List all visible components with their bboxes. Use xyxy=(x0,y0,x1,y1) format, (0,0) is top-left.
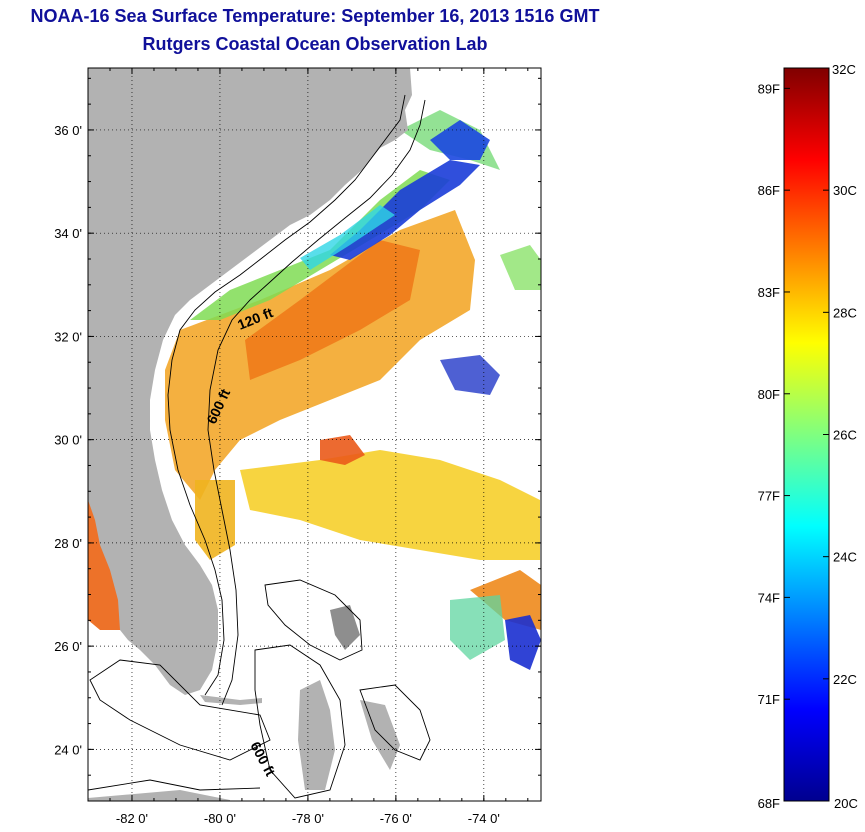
land-cuba xyxy=(88,790,230,801)
contour-600ft xyxy=(207,99,426,706)
land-keys xyxy=(200,695,262,705)
lat-tick-label: 32 0' xyxy=(54,329,82,344)
lat-tick-label: 28 0' xyxy=(54,536,82,551)
colorbar-celsius-label: 30C xyxy=(833,183,857,198)
sst-se-orange xyxy=(470,570,541,630)
colorbar-gradient xyxy=(783,67,830,802)
sst-yellow-band xyxy=(240,450,540,560)
contour-120ft xyxy=(167,94,406,696)
colorbar-celsius-label: 24C xyxy=(833,550,857,565)
sst-florida-yellow xyxy=(195,480,235,560)
contour-bahama-bank-3 xyxy=(359,684,431,761)
sst-patch-red xyxy=(320,435,365,465)
colorbar-celsius-label: 28C xyxy=(833,305,857,320)
colorbar-fahrenheit-label: 89F xyxy=(758,81,780,96)
colorbar: 32C 68F 20C 30C 28C 26C 24C 22C 89F 86F 83F 80F… xyxy=(758,62,858,811)
colorbar-fahrenheit-label: 83F xyxy=(758,285,780,300)
sst-blue-eddy xyxy=(440,355,500,395)
contour-cuba-shelf xyxy=(88,779,261,791)
axis-ticks: 36 0' 34 0' 32 0' 30 0' 28 0' 26 0' 24 0' -82 0… xyxy=(54,68,541,826)
sst-east-green xyxy=(500,245,541,290)
colorbar-ticks xyxy=(784,67,829,802)
lon-tick-label: -80 0' xyxy=(204,811,236,826)
contour-keys-shelf xyxy=(89,659,271,761)
lat-tick-label: 34 0' xyxy=(54,226,82,241)
sst-gulfstream-blue xyxy=(330,160,480,260)
lon-tick-label: -82 0' xyxy=(116,811,148,826)
sst-se-green xyxy=(450,595,505,660)
lon-tick-label: -76 0' xyxy=(380,811,412,826)
colorbar-top-label: 32C xyxy=(832,62,856,77)
contour-bahama-bank xyxy=(264,579,363,661)
colorbar-fahrenheit-label: 77F xyxy=(758,489,780,504)
colorbar-celsius-label: 26C xyxy=(833,428,857,443)
land-abaco xyxy=(330,605,360,650)
colorbar-fahrenheit-label: 86F xyxy=(758,183,780,198)
lon-tick-label: -78 0' xyxy=(292,811,324,826)
map-frame xyxy=(87,67,542,802)
contour-bahama-bank-2 xyxy=(254,644,346,799)
land-andros xyxy=(298,680,335,790)
sst-cyan-edge xyxy=(300,205,395,270)
map-title: NOAA-16 Sea Surface Temperature: Septemb… xyxy=(30,6,600,26)
colorbar-fahrenheit-label: 80F xyxy=(758,387,780,402)
lat-tick-label: 24 0' xyxy=(54,742,82,757)
lon-tick-label: -74 0' xyxy=(468,811,500,826)
map-area xyxy=(88,68,541,801)
lat-tick-label: 26 0' xyxy=(54,639,82,654)
colorbar-bottom-f: 68F xyxy=(758,796,780,811)
colorbar-fahrenheit-label: 74F xyxy=(758,590,780,605)
colorbar-bottom-c: 20C xyxy=(834,796,858,811)
lat-tick-label: 30 0' xyxy=(54,433,82,448)
land-mainland xyxy=(88,68,412,695)
sst-se-blue xyxy=(505,615,541,670)
colorbar-fahrenheit-label: 71F xyxy=(758,692,780,707)
bathymetry-contours xyxy=(88,94,431,799)
sst-orange-core xyxy=(245,240,420,380)
colorbar-celsius-label: 22C xyxy=(833,672,857,687)
lat-tick-label: 36 0' xyxy=(54,123,82,138)
map-subtitle: Rutgers Coastal Ocean Observation Lab xyxy=(142,34,488,54)
